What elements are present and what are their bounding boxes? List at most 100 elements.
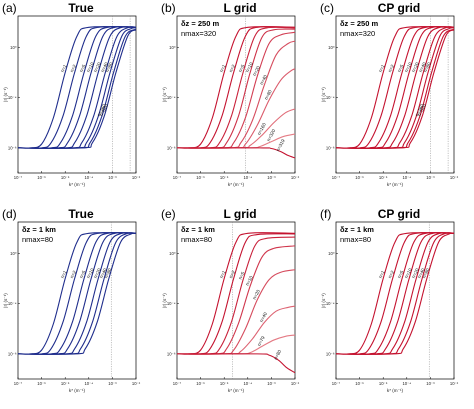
panel-label: (a) xyxy=(2,1,17,15)
series-label: n=1 xyxy=(378,63,386,73)
x-tick-label: 10⁻⁴ xyxy=(243,175,252,180)
x-axis-label: k* (m⁻¹) xyxy=(69,388,86,393)
x-axis-label: k* (m⁻¹) xyxy=(387,388,404,393)
y-axis-label: |r| (s⁻¹) xyxy=(321,293,326,308)
y-tick-label: 10⁻⁸ xyxy=(167,145,176,150)
panel-label: (e) xyxy=(161,207,176,221)
series-group xyxy=(18,232,136,355)
y-tick-label: 10⁻⁴ xyxy=(8,95,17,100)
series-label: n=5 xyxy=(238,63,246,73)
x-tick-label: 10⁻⁷ xyxy=(173,381,182,386)
series-label: n=1 xyxy=(378,269,386,279)
series-label: n=80 xyxy=(264,89,273,101)
series-line-n=80 xyxy=(18,232,136,355)
x-tick-label: 10⁻⁷ xyxy=(14,175,23,180)
series-label: n=2 xyxy=(228,63,236,73)
x-tick-label: 10⁻⁷ xyxy=(332,381,341,386)
x-tick-label: 10⁻⁴ xyxy=(84,175,93,180)
series-label: n=2 xyxy=(69,269,77,279)
series-label: n=320 xyxy=(266,128,277,142)
series-group xyxy=(177,26,295,159)
x-axis-label: k* (m⁻¹) xyxy=(228,182,245,187)
panel-e: (e) L grid 10⁻⁷ 10⁻⁶ 10⁻⁵ 10⁻⁴ 10⁻³ 10⁻² 10⁻⁸ 10⁻… xyxy=(161,207,300,393)
x-tick-label: 10⁻³ xyxy=(108,175,117,180)
x-tick-label: 10⁻⁵ xyxy=(61,381,70,386)
series-label: n=79 xyxy=(256,335,265,347)
series-label: n=20 xyxy=(252,65,261,77)
x-tick-label: 10⁻⁴ xyxy=(402,175,411,180)
series-label: n=160 xyxy=(96,103,107,117)
x-tick-label: 10⁻⁷ xyxy=(14,381,23,386)
x-axis-label: k* (m⁻¹) xyxy=(228,388,245,393)
panel-label: (c) xyxy=(320,1,334,15)
y-tick-label: 10⁻⁸ xyxy=(326,145,335,150)
series-label: n=2 xyxy=(228,269,236,279)
y-tick-label: 10⁰ xyxy=(328,251,335,256)
series-label: n=320 xyxy=(417,103,428,117)
x-tick-label: 10⁻⁵ xyxy=(379,175,388,180)
series-label: n=10 xyxy=(245,275,254,287)
panel-d: (d) True 10⁻⁷ 10⁻⁶ 10⁻⁵ 10⁻⁴ 10⁻³ 10⁻² 10⁻⁸ 10⁻⁴ 1… xyxy=(2,207,141,393)
y-tick-label: 10⁰ xyxy=(169,45,176,50)
panel-note: nmax=80 xyxy=(181,235,212,244)
series-label: n=1 xyxy=(219,269,227,279)
y-tick-label: 10⁻⁸ xyxy=(326,351,335,356)
series-label: n=80 xyxy=(423,61,432,73)
x-tick-label: 10⁻³ xyxy=(426,381,435,386)
y-axis-label: |r| (s⁻¹) xyxy=(321,87,326,102)
series-label: n=20 xyxy=(93,61,102,73)
panel-title: L grid xyxy=(223,1,256,15)
series-label: n=2 xyxy=(387,269,395,279)
series-label: n=2 xyxy=(69,63,77,73)
x-tick-label: 10⁻³ xyxy=(426,175,435,180)
y-tick-label: 10⁻⁴ xyxy=(8,301,17,306)
series-label: n=20 xyxy=(252,288,261,300)
series-label: n=1 xyxy=(219,63,227,73)
series-label: n=1 xyxy=(60,63,68,73)
panel-note: δz = 1 km xyxy=(340,225,374,234)
series-label: n=10 xyxy=(86,267,95,279)
y-tick-label: 10⁰ xyxy=(169,251,176,256)
y-tick-label: 10⁻⁴ xyxy=(167,301,176,306)
x-tick-label: 10⁻³ xyxy=(108,381,117,386)
panel-label: (f) xyxy=(320,207,331,221)
panel-label: (d) xyxy=(2,207,17,221)
x-tick-label: 10⁻² xyxy=(291,381,300,386)
x-tick-label: 10⁻⁵ xyxy=(220,381,229,386)
y-axis-label: |r| (s⁻¹) xyxy=(162,293,167,308)
series-label: n=5 xyxy=(397,63,405,73)
x-tick-label: 10⁻⁶ xyxy=(37,175,46,180)
x-tick-label: 10⁻² xyxy=(450,381,459,386)
series-group xyxy=(177,232,295,374)
series-label: n=2 xyxy=(387,63,395,73)
x-axis-label: k* (m⁻¹) xyxy=(69,182,86,187)
y-tick-label: 10⁰ xyxy=(10,251,17,256)
panel-note: nmax=80 xyxy=(22,235,53,244)
x-tick-label: 10⁻³ xyxy=(267,175,276,180)
y-tick-label: 10⁻⁴ xyxy=(326,95,335,100)
x-tick-label: 10⁻² xyxy=(291,175,300,180)
series-label: n=20 xyxy=(93,267,102,279)
plot-area xyxy=(17,15,137,174)
x-tick-label: 10⁻⁷ xyxy=(173,175,182,180)
series-label: n=10 xyxy=(86,61,95,73)
series-line-n=319 xyxy=(177,147,295,159)
series-group xyxy=(336,232,454,355)
series-group xyxy=(336,26,454,149)
x-tick-label: 10⁻⁴ xyxy=(84,381,93,386)
series-label: n=40 xyxy=(259,74,268,86)
panel-title: L grid xyxy=(223,207,256,221)
x-tick-label: 10⁻⁶ xyxy=(355,381,364,386)
series-label: n=5 xyxy=(79,269,87,279)
series-label: n=80 xyxy=(105,61,114,73)
series-line-n=80 xyxy=(177,353,295,374)
panel-title: CP grid xyxy=(378,1,420,15)
series-label: n=1 xyxy=(60,269,68,279)
x-tick-label: 10⁻² xyxy=(450,175,459,180)
series-label: n=80 xyxy=(103,267,112,279)
y-tick-label: 10⁰ xyxy=(10,45,17,50)
y-axis-label: |r| (s⁻¹) xyxy=(3,87,8,102)
panel-c: (c) CP grid 10⁻⁷ 10⁻⁶ 10⁻⁵ 10⁻⁴ 10⁻³ 10⁻² 10⁻⁸ 10… xyxy=(320,1,459,187)
x-axis-label: k* (m⁻¹) xyxy=(387,182,404,187)
y-tick-label: 10⁻⁸ xyxy=(8,351,17,356)
